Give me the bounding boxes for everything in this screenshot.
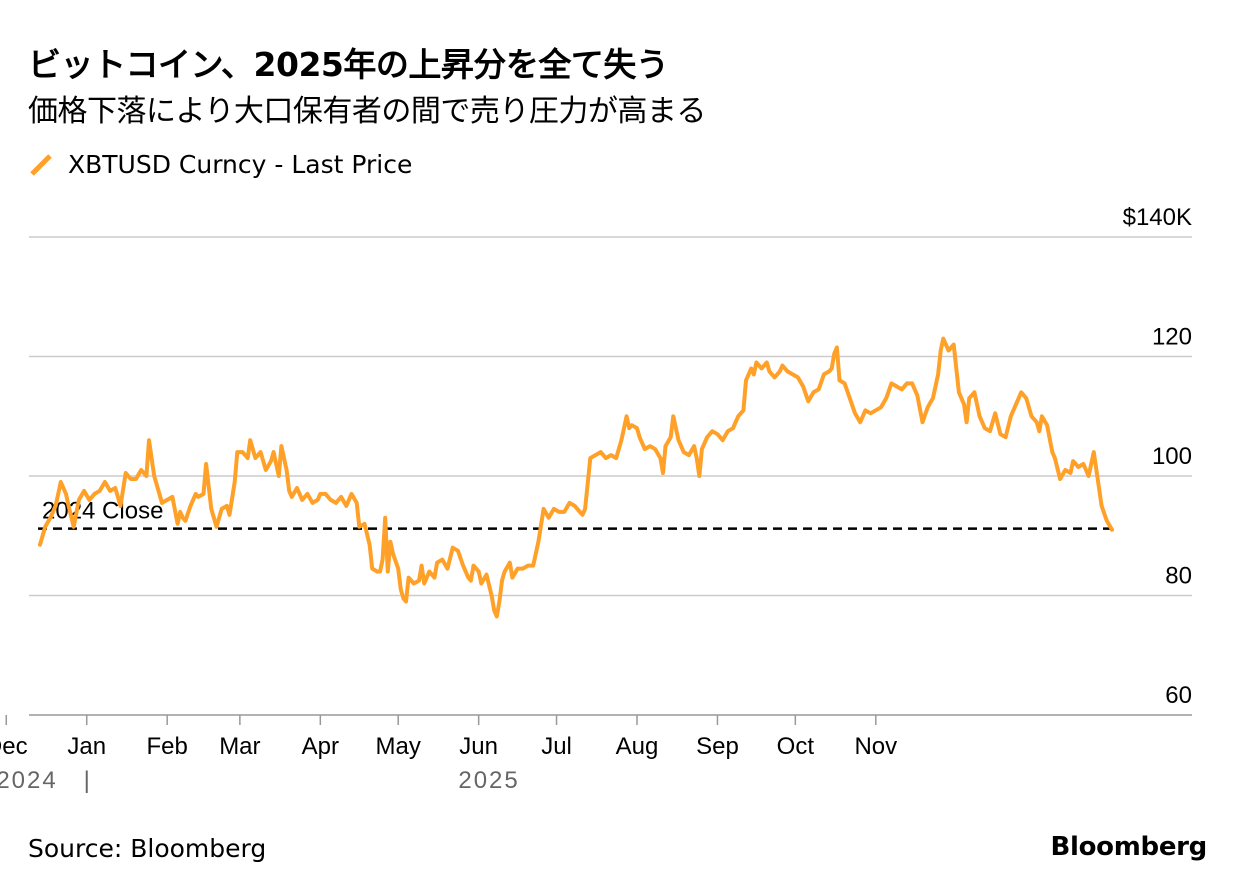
x-tick-label: Jan xyxy=(67,733,106,760)
y-tick-label: 100 xyxy=(1152,443,1192,470)
source-note: Source: Bloomberg xyxy=(28,834,267,863)
chart-subtitle: 価格下落により大口保有者の間で売り圧力が高まる xyxy=(28,94,706,129)
x-tick-label: Apr xyxy=(302,733,339,760)
orange-line-icon xyxy=(30,154,52,176)
legend-label: XBTUSD Curncy - Last Price xyxy=(68,149,413,179)
bloomberg-logo: Bloomberg xyxy=(1050,832,1207,862)
reference-line-label: 2024 Close xyxy=(42,498,163,525)
x-tick-label: Jun xyxy=(459,733,498,760)
x-tick-label: Dec xyxy=(0,733,28,760)
legend: XBTUSD Curncy - Last Price xyxy=(28,148,412,180)
x-tick-label: May xyxy=(376,733,421,760)
y-tick-label: $140K xyxy=(1123,204,1192,231)
x-tick-label: Aug xyxy=(616,733,659,760)
x-tick-label: Jul xyxy=(541,733,572,760)
chart-title: ビットコイン、2025年の上昇分を全て失う xyxy=(28,45,669,84)
y-tick-label: 80 xyxy=(1165,563,1192,590)
price-series-line xyxy=(38,336,1114,619)
year-label: 2024 xyxy=(0,767,58,794)
year-separator: | xyxy=(84,767,90,794)
x-tick-label: Oct xyxy=(777,733,815,760)
x-tick-label: Mar xyxy=(219,733,260,760)
y-tick-label: 60 xyxy=(1165,682,1192,709)
year-label: 2025 xyxy=(458,767,519,794)
y-tick-label: 120 xyxy=(1152,324,1192,351)
x-tick-label: Nov xyxy=(854,733,897,760)
x-tick-label: Sep xyxy=(696,733,739,760)
x-tick-label: Feb xyxy=(147,733,188,760)
